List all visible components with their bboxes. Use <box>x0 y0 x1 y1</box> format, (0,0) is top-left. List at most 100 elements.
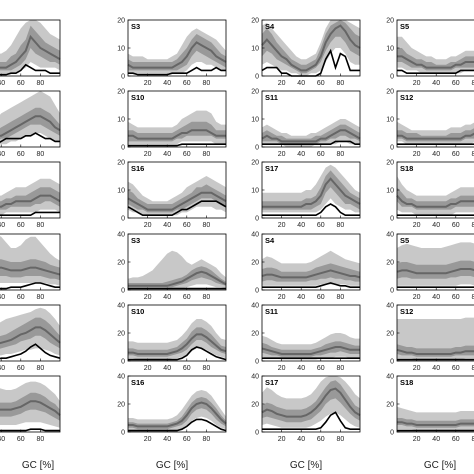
x-tick-label: 60 <box>317 80 325 87</box>
x-tick-label: 60 <box>317 365 325 372</box>
x-tick-label: 60 <box>183 365 191 372</box>
panel: 0 10 20 20 40 60 80 S10 <box>117 89 227 158</box>
inner-band <box>0 392 60 421</box>
y-tick-label: 40 <box>251 303 259 310</box>
panel: 0 10 20 20 40 60 80 S4 <box>251 18 361 87</box>
x-tick-label: 60 <box>317 222 325 229</box>
x-axis-label-col-4: GC [%] <box>424 460 456 471</box>
inner-band <box>262 124 360 145</box>
subject-line <box>0 211 60 216</box>
subject-line <box>397 69 474 74</box>
y-tick-label: 20 <box>117 260 125 267</box>
mean-line <box>128 333 227 355</box>
axes-frame <box>0 90 61 148</box>
inner-band <box>262 341 360 357</box>
mean-line <box>127 41 227 69</box>
mean-line <box>127 191 227 211</box>
x-tick-label: 60 <box>183 436 191 443</box>
x-tick-label: 40 <box>163 151 171 158</box>
panel-label: S17 <box>265 378 278 387</box>
panel-label: S5 <box>400 22 409 31</box>
panel-label: S16 <box>131 378 144 387</box>
subject-line <box>262 140 360 145</box>
x-tick-label: 80 <box>472 294 474 301</box>
x-tick-label: 80 <box>337 294 345 301</box>
x-tick-label: 60 <box>317 436 325 443</box>
x-tick-label: 60 <box>183 80 191 87</box>
x-tick-label: 60 <box>452 151 460 158</box>
panel-label: S10 <box>131 93 144 102</box>
outer-band <box>128 250 226 289</box>
panel-label: S12 <box>400 307 413 316</box>
x-tick-label: 40 <box>0 436 5 443</box>
y-tick-label: 10 <box>251 188 259 195</box>
y-tick-label: 40 <box>386 232 394 239</box>
x-tick-label: 40 <box>0 222 5 229</box>
x-tick-label: 20 <box>278 294 286 301</box>
mean-line <box>0 34 61 69</box>
x-tick-label: 40 <box>432 294 440 301</box>
x-tick-label: 80 <box>472 365 474 372</box>
inner-band <box>0 187 60 210</box>
y-tick-label: 0 <box>390 216 394 223</box>
y-tick-label: 10 <box>386 46 394 53</box>
mean-line <box>397 55 474 69</box>
x-tick-label: 60 <box>17 151 25 158</box>
mean-line <box>261 269 361 279</box>
axes-frame <box>0 19 61 77</box>
panel: 0 20 40 20 40 60 80 S5 <box>386 232 474 301</box>
x-tick-label: 80 <box>472 222 474 229</box>
x-tick-label: 80 <box>203 365 211 372</box>
panel: 0 10 20 20 40 60 80 S5 <box>386 18 474 87</box>
inner-band <box>128 397 226 430</box>
inner-band <box>128 34 226 71</box>
x-tick-label: 20 <box>413 222 421 229</box>
subject-line <box>0 282 60 290</box>
mean-line <box>396 348 474 355</box>
panel: 0 10 20 20 40 60 80 S3 <box>117 18 227 87</box>
x-tick-label: 40 <box>163 222 171 229</box>
subject-line <box>262 203 360 216</box>
y-tick-label: 10 <box>117 117 125 124</box>
x-tick-label: 80 <box>472 436 474 443</box>
panel-label: S3 <box>131 236 140 245</box>
y-tick-label: 0 <box>121 359 125 366</box>
y-tick-label: 40 <box>117 303 125 310</box>
x-tick-label: 20 <box>144 222 152 229</box>
y-tick-label: 20 <box>386 160 394 167</box>
x-tick-label: 60 <box>17 294 25 301</box>
y-tick-label: 20 <box>251 260 259 267</box>
panel: 0 20 40 20 40 60 80 S17 <box>251 374 361 443</box>
inner-band <box>0 25 60 71</box>
x-tick-label: 20 <box>413 294 421 301</box>
x-tick-label: 60 <box>17 436 25 443</box>
y-tick-label: 0 <box>390 430 394 437</box>
panel-grid: 20406080S20102020406080S30102020406080S4… <box>0 18 474 443</box>
x-tick-label: 20 <box>413 80 421 87</box>
y-tick-label: 0 <box>390 74 394 81</box>
x-tick-label: 60 <box>183 151 191 158</box>
x-tick-label: 80 <box>203 222 211 229</box>
x-tick-label: 40 <box>432 222 440 229</box>
x-tick-label: 20 <box>144 151 152 158</box>
subject-line <box>0 428 60 432</box>
x-tick-label: 20 <box>278 80 286 87</box>
x-tick-label: 80 <box>337 151 345 158</box>
x-tick-label: 40 <box>297 80 305 87</box>
panel: 0 10 20 20 40 60 80 S17 <box>251 160 361 229</box>
panel: 0 20 40 20 40 60 80 S10 <box>117 303 227 372</box>
x-tick-label: 60 <box>452 80 460 87</box>
y-tick-label: 0 <box>121 288 125 295</box>
mean-line <box>0 115 61 137</box>
axes-frame <box>0 161 61 219</box>
y-tick-label: 20 <box>386 260 394 267</box>
panel-label: S18 <box>400 164 413 173</box>
axes-frame <box>0 304 61 362</box>
y-tick-label: 20 <box>117 331 125 338</box>
mean-line <box>262 177 361 208</box>
x-tick-label: 80 <box>203 294 211 301</box>
x-tick-label: 20 <box>144 80 152 87</box>
x-tick-label: 60 <box>17 222 25 229</box>
y-tick-label: 0 <box>121 74 125 81</box>
